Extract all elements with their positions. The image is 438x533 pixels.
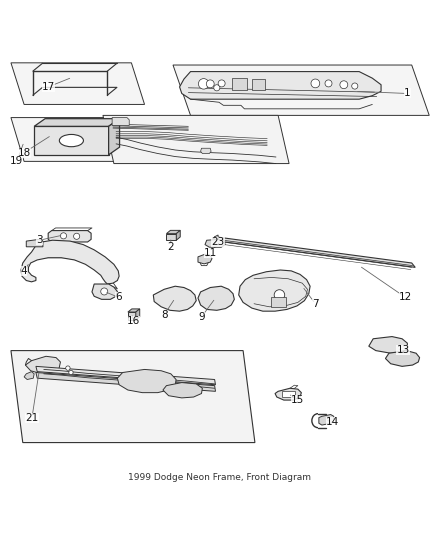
- Polygon shape: [11, 118, 147, 161]
- Circle shape: [66, 366, 70, 370]
- Polygon shape: [239, 270, 310, 311]
- Polygon shape: [11, 351, 255, 442]
- Text: 19: 19: [10, 156, 23, 166]
- Text: 14: 14: [326, 417, 339, 427]
- Circle shape: [274, 290, 285, 300]
- Circle shape: [206, 80, 214, 88]
- Text: 4: 4: [21, 266, 28, 276]
- Polygon shape: [21, 240, 119, 284]
- Text: 1999 Dodge Neon Frame, Front Diagram: 1999 Dodge Neon Frame, Front Diagram: [127, 473, 311, 482]
- Polygon shape: [385, 351, 420, 366]
- Text: 18: 18: [18, 148, 31, 158]
- Polygon shape: [128, 312, 136, 320]
- Circle shape: [352, 83, 358, 89]
- Circle shape: [69, 370, 73, 375]
- Polygon shape: [369, 336, 407, 353]
- Polygon shape: [163, 383, 202, 398]
- Polygon shape: [103, 115, 289, 164]
- Polygon shape: [173, 65, 429, 115]
- Polygon shape: [215, 235, 218, 248]
- Circle shape: [311, 79, 320, 88]
- Polygon shape: [92, 284, 117, 300]
- Polygon shape: [11, 63, 145, 104]
- Text: 7: 7: [312, 298, 319, 309]
- Text: 8: 8: [161, 310, 168, 320]
- Circle shape: [198, 78, 209, 89]
- Bar: [271, 297, 286, 307]
- Polygon shape: [36, 373, 215, 391]
- Polygon shape: [136, 309, 140, 320]
- Polygon shape: [275, 388, 301, 400]
- Polygon shape: [252, 79, 265, 90]
- Circle shape: [74, 233, 80, 239]
- Text: 2: 2: [167, 242, 174, 252]
- Polygon shape: [112, 118, 129, 125]
- Polygon shape: [117, 369, 176, 393]
- Polygon shape: [109, 119, 120, 155]
- Bar: [282, 391, 295, 397]
- Polygon shape: [319, 415, 334, 425]
- Text: 15: 15: [291, 395, 304, 405]
- Circle shape: [218, 80, 225, 87]
- Polygon shape: [215, 237, 415, 268]
- Polygon shape: [198, 286, 234, 310]
- Ellipse shape: [60, 134, 83, 147]
- Text: 9: 9: [198, 312, 205, 322]
- Polygon shape: [26, 239, 43, 247]
- Text: 1: 1: [404, 88, 411, 99]
- Polygon shape: [25, 356, 60, 374]
- Polygon shape: [24, 372, 34, 379]
- Text: 6: 6: [115, 292, 122, 302]
- Circle shape: [214, 85, 220, 91]
- Text: 23: 23: [212, 237, 225, 247]
- Polygon shape: [205, 239, 225, 247]
- Text: 17: 17: [42, 82, 55, 92]
- Polygon shape: [176, 230, 180, 240]
- Text: 21: 21: [25, 413, 39, 423]
- Polygon shape: [34, 119, 120, 126]
- Polygon shape: [48, 231, 91, 242]
- Polygon shape: [198, 254, 212, 264]
- Polygon shape: [153, 286, 196, 311]
- Circle shape: [340, 81, 348, 88]
- Polygon shape: [36, 366, 215, 385]
- Circle shape: [101, 288, 108, 295]
- Text: 13: 13: [396, 345, 410, 355]
- Text: 16: 16: [127, 316, 140, 326]
- Polygon shape: [34, 126, 109, 155]
- Circle shape: [325, 80, 332, 87]
- Polygon shape: [166, 230, 180, 233]
- Polygon shape: [180, 71, 381, 99]
- Polygon shape: [166, 233, 176, 240]
- Text: 12: 12: [399, 292, 412, 302]
- Polygon shape: [128, 309, 140, 312]
- Circle shape: [60, 233, 67, 239]
- Text: 3: 3: [36, 235, 43, 245]
- Polygon shape: [232, 78, 247, 91]
- Polygon shape: [201, 148, 211, 154]
- Text: 11: 11: [204, 248, 217, 259]
